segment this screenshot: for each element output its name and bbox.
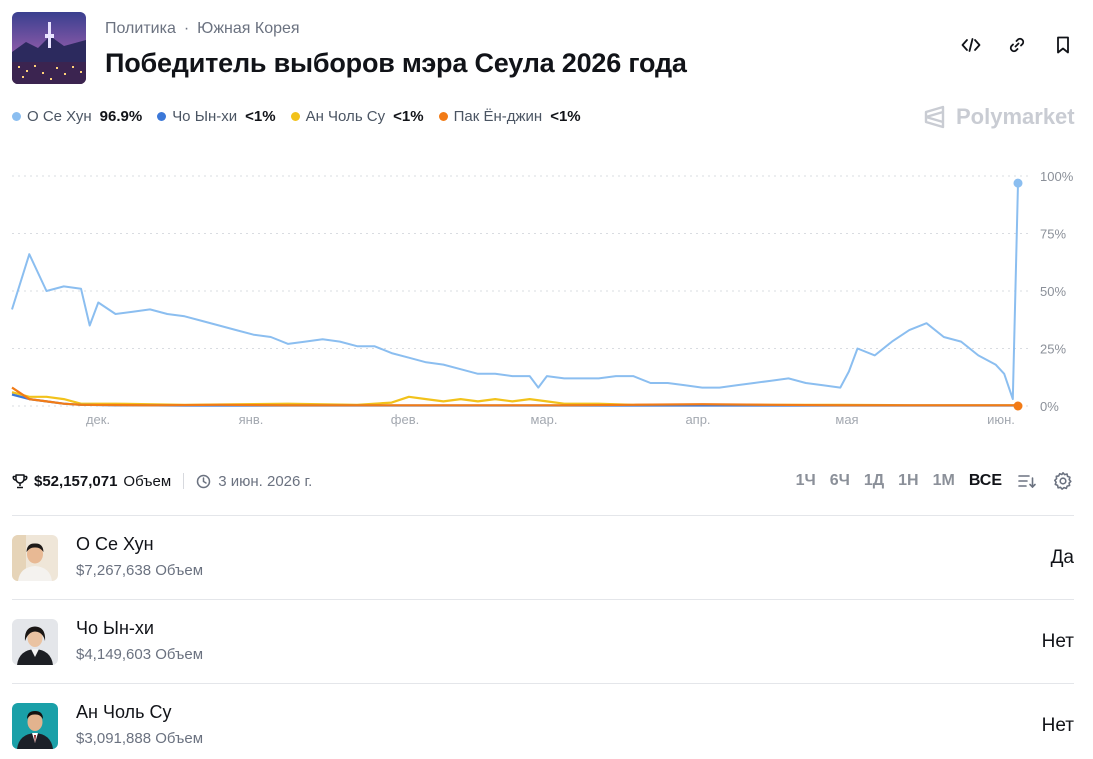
legend-item: О Се Хун 96.9% bbox=[12, 108, 142, 125]
link-icon[interactable] bbox=[1006, 34, 1028, 56]
range-1h[interactable]: 1Ч bbox=[795, 472, 816, 489]
avatar bbox=[12, 619, 58, 665]
legend-value: 96.9% bbox=[99, 108, 143, 125]
polymarket-logo: Polymarket bbox=[922, 104, 1075, 130]
outcome-row[interactable]: О Се Хун $7,267,638 Объем Да bbox=[12, 515, 1074, 599]
avatar bbox=[12, 535, 58, 581]
series-endpoint bbox=[1013, 401, 1023, 411]
legend-marker bbox=[290, 112, 300, 121]
volume-label: Объем bbox=[123, 472, 172, 490]
series-line bbox=[11, 386, 1018, 407]
legend-item: Ан Чоль Су <1% bbox=[290, 108, 424, 125]
range-1w[interactable]: 1Н bbox=[898, 472, 919, 489]
legend-value: <1% bbox=[550, 108, 581, 125]
legend-value: <1% bbox=[245, 108, 276, 125]
outcome-result: Нет bbox=[1041, 631, 1074, 652]
y-tick-label: 25% bbox=[1040, 342, 1066, 357]
series-line bbox=[11, 391, 1018, 407]
outcome-volume: $7,267,638 Объем bbox=[76, 562, 204, 579]
outcome-row[interactable]: Чо Ын-хи $4,149,603 Объем Нет bbox=[12, 599, 1074, 683]
x-tick-label: апр. bbox=[685, 412, 710, 427]
settings-gear-icon[interactable] bbox=[1052, 470, 1074, 492]
polymarket-logo-icon bbox=[924, 105, 945, 129]
y-tick-label: 0% bbox=[1040, 399, 1059, 414]
trophy-icon bbox=[12, 474, 28, 489]
outcome-name: Чо Ын-хи bbox=[76, 618, 154, 638]
legend-name: О Се Хун bbox=[27, 108, 92, 125]
end-date: 3 июн. 2026 г. bbox=[196, 473, 312, 490]
legend-name: Ан Чоль Су bbox=[305, 108, 386, 125]
x-tick-label: мар. bbox=[530, 412, 557, 427]
breadcrumb: Политика · Южная Корея bbox=[105, 20, 300, 38]
end-date-value: 3 июн. 2026 г. bbox=[218, 472, 313, 490]
x-tick-label: фев. bbox=[391, 412, 419, 427]
series-endpoint bbox=[1013, 178, 1023, 188]
range-6h[interactable]: 6Ч bbox=[829, 472, 850, 489]
legend-item: Чо Ын-хи <1% bbox=[157, 108, 276, 125]
toolbar-divider bbox=[183, 473, 185, 489]
outcomes-list: О Се Хун $7,267,638 Объем Да Чо Ын-хи $4… bbox=[12, 515, 1074, 759]
breadcrumb-politics[interactable]: Политика bbox=[105, 20, 176, 37]
legend-marker bbox=[438, 112, 448, 121]
embed-icon[interactable] bbox=[960, 34, 982, 56]
total-volume: $52,157,071 Объем bbox=[12, 473, 171, 490]
outcome-volume: $3,091,888 Объем bbox=[76, 730, 204, 747]
clock-icon bbox=[196, 474, 211, 488]
y-tick-label: 75% bbox=[1040, 227, 1066, 242]
range-all[interactable]: ВСЕ bbox=[968, 472, 1002, 489]
outcome-name: О Се Хун bbox=[76, 534, 154, 554]
outcome-result: Нет bbox=[1041, 715, 1074, 736]
series-line bbox=[11, 183, 1019, 401]
legend-value: <1% bbox=[393, 108, 424, 125]
x-tick-label: июн. bbox=[987, 412, 1015, 427]
brand-name: Polymarket bbox=[956, 104, 1075, 129]
volume-value: $52,157,071 bbox=[34, 472, 118, 490]
x-tick-label: мая bbox=[835, 412, 858, 427]
market-thumbnail bbox=[12, 12, 86, 84]
outcome-volume: $4,149,603 Объем bbox=[76, 646, 204, 663]
legend-marker bbox=[157, 112, 167, 121]
bookmark-icon[interactable] bbox=[1052, 34, 1074, 56]
avatar bbox=[12, 703, 58, 749]
time-range-selector: 1Ч 6Ч 1Д 1Н 1М ВСЕ bbox=[796, 470, 1074, 492]
outcome-result: Да bbox=[1050, 547, 1074, 568]
price-chart[interactable]: 100% 75% 50% 25% 0% дек. янв. фев. мар. апр. мая ию… bbox=[0, 160, 1093, 435]
legend-name: Чо Ын-хи bbox=[172, 108, 238, 125]
sort-icon[interactable] bbox=[1016, 470, 1038, 492]
chart-toolbar: $52,157,071 Объем 3 июн. 2026 г. 1Ч 6Ч 1… bbox=[12, 468, 1074, 494]
breadcrumb-separator: · bbox=[183, 20, 190, 37]
x-tick-label: янв. bbox=[239, 412, 264, 427]
chart-legend: О Се Хун 96.9% Чо Ын-хи <1% Ан Чоль Су <… bbox=[12, 108, 581, 125]
y-tick-label: 50% bbox=[1040, 284, 1066, 299]
outcome-row[interactable]: Ан Чоль Су $3,091,888 Объем Нет bbox=[12, 683, 1074, 759]
legend-item: Пак Ён-джин <1% bbox=[438, 108, 581, 125]
market-header: Политика · Южная Корея Победитель выборо… bbox=[12, 12, 1082, 86]
y-tick-label: 100% bbox=[1040, 169, 1074, 184]
legend-marker bbox=[12, 112, 21, 121]
page-title: Победитель выборов мэра Сеула 2026 года bbox=[105, 48, 687, 78]
range-1d[interactable]: 1Д bbox=[863, 472, 885, 489]
header-actions bbox=[960, 34, 1074, 56]
breadcrumb-south-korea[interactable]: Южная Корея bbox=[197, 20, 300, 37]
x-tick-label: дек. bbox=[86, 412, 110, 427]
legend-name: Пак Ён-джин bbox=[453, 108, 543, 125]
range-1m[interactable]: 1М bbox=[932, 472, 955, 489]
outcome-name: Ан Чоль Су bbox=[76, 702, 172, 722]
